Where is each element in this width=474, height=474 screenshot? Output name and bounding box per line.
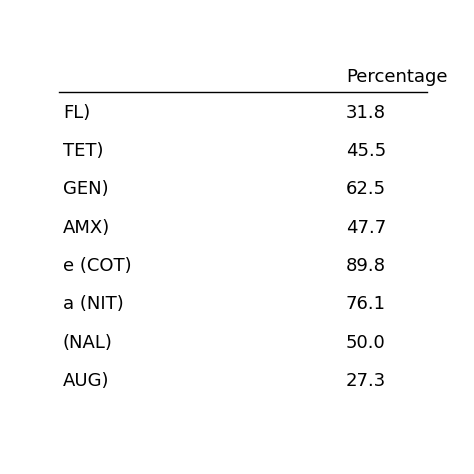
Text: 50.0: 50.0 xyxy=(346,334,385,352)
Text: Percentage: Percentage xyxy=(346,68,447,86)
Text: AUG): AUG) xyxy=(63,372,109,390)
Text: 45.5: 45.5 xyxy=(346,142,386,160)
Text: 31.8: 31.8 xyxy=(346,104,386,122)
Text: FL): FL) xyxy=(63,104,90,122)
Text: TET): TET) xyxy=(63,142,103,160)
Text: GEN): GEN) xyxy=(63,180,109,198)
Text: (NAL): (NAL) xyxy=(63,334,113,352)
Text: 27.3: 27.3 xyxy=(346,372,386,390)
Text: 62.5: 62.5 xyxy=(346,180,386,198)
Text: e (COT): e (COT) xyxy=(63,257,132,275)
Text: 76.1: 76.1 xyxy=(346,295,386,313)
Text: 47.7: 47.7 xyxy=(346,219,386,237)
Text: AMX): AMX) xyxy=(63,219,110,237)
Text: a (NIT): a (NIT) xyxy=(63,295,124,313)
Text: 89.8: 89.8 xyxy=(346,257,386,275)
